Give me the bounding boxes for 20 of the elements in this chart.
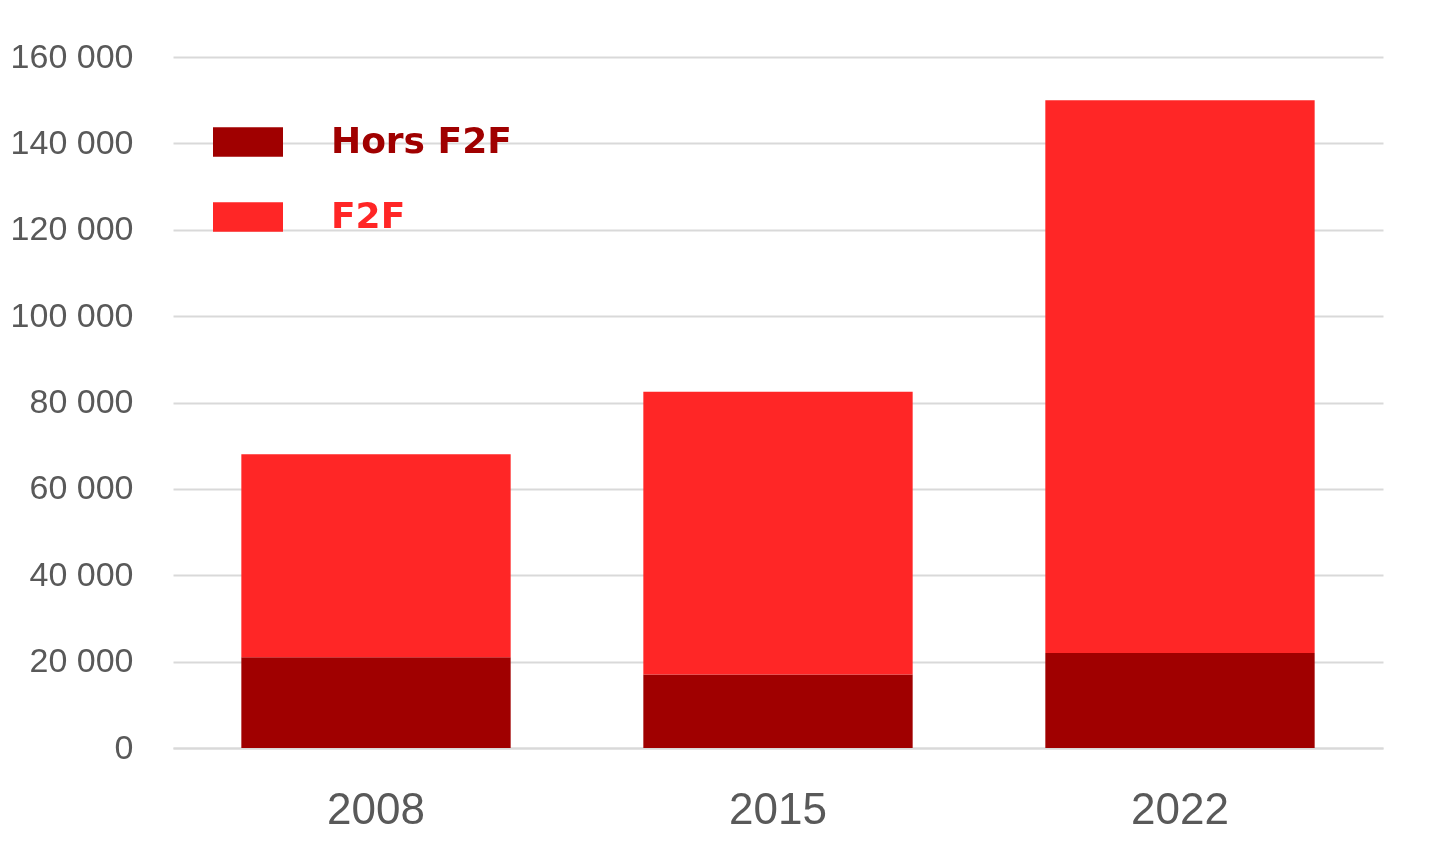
y-tick-label: 60 000 xyxy=(29,468,134,507)
y-tick-label: 40 000 xyxy=(29,554,134,593)
y-tick-label: 140 000 xyxy=(10,122,134,161)
legend-label: Hors F2F xyxy=(331,120,512,161)
y-tick-label: 80 000 xyxy=(29,382,134,420)
x-tick-label: 2022 xyxy=(1131,783,1229,833)
y-tick-label: 100 000 xyxy=(10,295,134,334)
x-tick-label: 2008 xyxy=(327,783,425,833)
bar xyxy=(241,657,511,748)
y-tick-label: 20 000 xyxy=(29,641,134,680)
x-tick-label: 2015 xyxy=(729,783,827,833)
y-tick-label: 160 000 xyxy=(10,36,134,75)
legend-label: F2F xyxy=(331,195,406,236)
bar xyxy=(643,674,913,748)
bar xyxy=(1045,100,1315,653)
bar xyxy=(1045,652,1315,748)
y-tick-label: 0 xyxy=(114,727,134,766)
bar xyxy=(241,454,511,658)
bar xyxy=(643,391,913,675)
y-tick-label: 120 000 xyxy=(10,209,134,248)
